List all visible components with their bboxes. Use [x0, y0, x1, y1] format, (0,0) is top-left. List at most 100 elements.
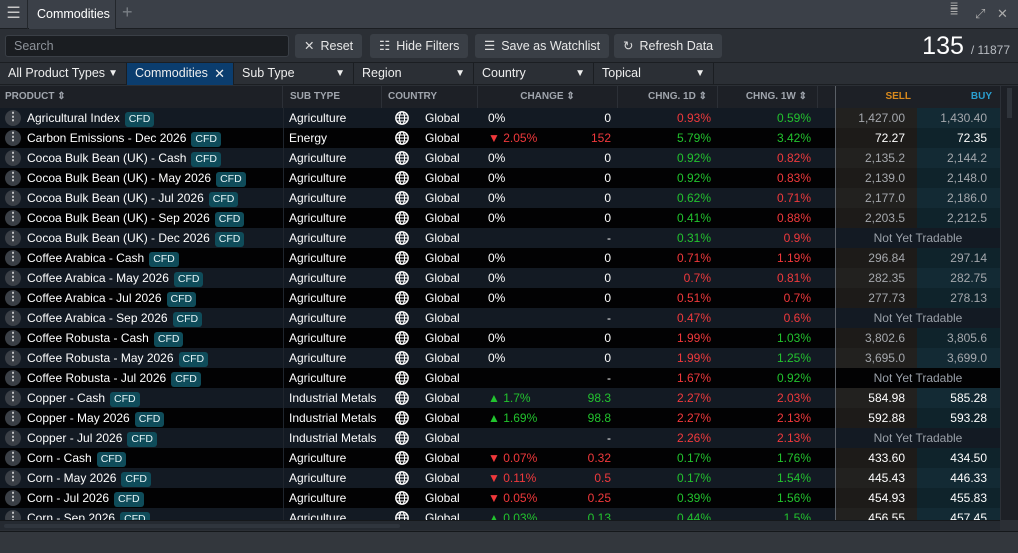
col-chng1d[interactable]: CHNG. 1D ⇕	[618, 86, 718, 108]
sell-cell[interactable]	[836, 468, 917, 488]
sell-price[interactable]: 282.35	[868, 271, 905, 285]
buy-cell[interactable]	[917, 188, 1000, 208]
product-cell[interactable]: Corn - May 2026 CFD	[27, 468, 151, 488]
sell-price[interactable]: 433.60	[868, 451, 905, 465]
buy-price[interactable]: 297.14	[950, 251, 987, 265]
sell-cell[interactable]	[836, 488, 917, 508]
buy-cell[interactable]	[917, 108, 1000, 128]
more-options-icon[interactable]: ⋮	[5, 410, 21, 426]
buy-price[interactable]: 282.75	[950, 271, 987, 285]
sell-price[interactable]: 592.88	[868, 411, 905, 425]
col-change[interactable]: CHANGE ⇕	[478, 86, 618, 108]
sell-price[interactable]: 277.73	[868, 291, 905, 305]
hamburger-icon[interactable]: ☰	[0, 0, 28, 29]
buy-price[interactable]: 3,805.6	[946, 331, 987, 345]
sell-price[interactable]: 296.84	[868, 251, 905, 265]
buy-price[interactable]: 72.35	[956, 131, 987, 145]
buy-cell[interactable]	[917, 248, 1000, 268]
sell-price[interactable]: 445.43	[868, 471, 905, 485]
buy-price[interactable]: 1,430.40	[940, 111, 987, 125]
buy-price[interactable]: 593.28	[950, 411, 987, 425]
reset-button[interactable]: ✕ Reset	[295, 34, 363, 58]
buy-price[interactable]: 278.13	[950, 291, 987, 305]
more-options-icon[interactable]: ⋮	[5, 110, 21, 126]
product-cell[interactable]: Copper - Cash CFD	[27, 388, 140, 408]
table-row[interactable]: ⋮ Corn - Cash CFD Agriculture Global ▼ 0.…	[0, 448, 1000, 468]
sell-price[interactable]: 1,427.00	[858, 111, 905, 125]
buy-price[interactable]: 2,186.0	[946, 191, 987, 205]
table-row[interactable]: ⋮ Agricultural Index CFD Agriculture Glob…	[0, 108, 1000, 128]
table-row[interactable]: ⋮ Coffee Arabica - Sep 2026 CFD Agricultu…	[0, 308, 1000, 328]
table-row[interactable]: ⋮ Coffee Arabica - Jul 2026 CFD Agricultu…	[0, 288, 1000, 308]
product-cell[interactable]: Agricultural Index CFD	[27, 108, 155, 128]
more-options-icon[interactable]: ⋮	[5, 510, 21, 520]
tab-commodities[interactable]: Commodities	[29, 0, 116, 29]
sell-cell[interactable]	[836, 408, 917, 428]
table-row[interactable]: ⋮ Coffee Arabica - Cash CFD Agriculture G…	[0, 248, 1000, 268]
vertical-scrollbar[interactable]	[1000, 86, 1018, 520]
filter-sub-type[interactable]: Sub Type ▼	[234, 63, 354, 85]
product-cell[interactable]: Coffee Arabica - May 2026 CFD	[27, 268, 204, 288]
buy-price[interactable]: 457.45	[950, 511, 987, 520]
buy-price[interactable]: 585.28	[950, 391, 987, 405]
sell-price[interactable]: 2,177.0	[864, 191, 905, 205]
sell-price[interactable]: 2,135.2	[864, 151, 905, 165]
drag-handle-icon[interactable]: ≡ ≡	[950, 0, 958, 19]
table-row[interactable]: ⋮ Copper - Jul 2026 CFD Industrial Metals…	[0, 428, 1000, 448]
sell-cell[interactable]	[836, 108, 917, 128]
buy-price[interactable]: 2,148.0	[946, 171, 987, 185]
product-cell[interactable]: Copper - Jul 2026 CFD	[27, 428, 157, 448]
buy-cell[interactable]	[917, 408, 1000, 428]
more-options-icon[interactable]: ⋮	[5, 250, 21, 266]
col-product[interactable]: PRODUCT ⇕	[0, 86, 283, 108]
buy-cell[interactable]	[917, 448, 1000, 468]
buy-cell[interactable]	[917, 288, 1000, 308]
product-cell[interactable]: Carbon Emissions - Dec 2026 CFD	[27, 128, 221, 148]
save-watchlist-button[interactable]: ☰ Save as Watchlist	[475, 34, 610, 58]
product-cell[interactable]: Cocoa Bulk Bean (UK) - May 2026 CFD	[27, 168, 246, 188]
sell-cell[interactable]	[836, 508, 917, 520]
sell-price[interactable]: 2,203.5	[864, 211, 905, 225]
filter-region[interactable]: Region ▼	[354, 63, 474, 85]
buy-cell[interactable]	[917, 148, 1000, 168]
buy-price[interactable]: 2,212.5	[946, 211, 987, 225]
more-options-icon[interactable]: ⋮	[5, 490, 21, 506]
sell-cell[interactable]	[836, 388, 917, 408]
expand-icon[interactable]: ⤢	[975, 6, 986, 21]
buy-cell[interactable]	[917, 348, 1000, 368]
filter-product-types[interactable]: All Product Types ▼	[0, 63, 127, 85]
sell-cell[interactable]	[836, 348, 917, 368]
sell-cell[interactable]	[836, 288, 917, 308]
buy-price[interactable]: 455.83	[950, 491, 987, 505]
table-row[interactable]: ⋮ Copper - Cash CFD Industrial Metals Glo…	[0, 388, 1000, 408]
product-cell[interactable]: Copper - May 2026 CFD	[27, 408, 165, 428]
table-row[interactable]: ⋮ Corn - Sep 2026 CFD Agriculture Global …	[0, 508, 1000, 520]
table-row[interactable]: ⋮ Copper - May 2026 CFD Industrial Metals…	[0, 408, 1000, 428]
buy-price[interactable]: 434.50	[950, 451, 987, 465]
product-cell[interactable]: Corn - Jul 2026 CFD	[27, 488, 144, 508]
scrollbar-thumb[interactable]	[1007, 88, 1012, 118]
buy-cell[interactable]	[917, 208, 1000, 228]
more-options-icon[interactable]: ⋮	[5, 470, 21, 486]
more-options-icon[interactable]: ⋮	[5, 310, 21, 326]
buy-cell[interactable]	[917, 488, 1000, 508]
sell-price[interactable]: 2,139.0	[864, 171, 905, 185]
horizontal-scrollbar[interactable]	[0, 520, 1000, 530]
product-cell[interactable]: Coffee Arabica - Sep 2026 CFD	[27, 308, 203, 328]
sell-price[interactable]: 3,802.6	[864, 331, 905, 345]
hide-filters-button[interactable]: ☷ Hide Filters	[370, 34, 469, 58]
table-row[interactable]: ⋮ Coffee Robusta - Jul 2026 CFD Agricultu…	[0, 368, 1000, 388]
close-icon[interactable]: ✕	[997, 6, 1008, 21]
scrollbar-thumb[interactable]	[4, 524, 400, 528]
product-cell[interactable]: Coffee Robusta - Cash CFD	[27, 328, 184, 348]
more-options-icon[interactable]: ⋮	[5, 170, 21, 186]
product-cell[interactable]: Cocoa Bulk Bean (UK) - Jul 2026 CFD	[27, 188, 239, 208]
table-row[interactable]: ⋮ Corn - Jul 2026 CFD Agriculture Global …	[0, 488, 1000, 508]
buy-cell[interactable]	[917, 168, 1000, 188]
more-options-icon[interactable]: ⋮	[5, 430, 21, 446]
more-options-icon[interactable]: ⋮	[5, 270, 21, 286]
plus-icon[interactable]: +	[122, 2, 133, 22]
more-options-icon[interactable]: ⋮	[5, 370, 21, 386]
sell-price[interactable]: 584.98	[868, 391, 905, 405]
sell-cell[interactable]	[836, 328, 917, 348]
